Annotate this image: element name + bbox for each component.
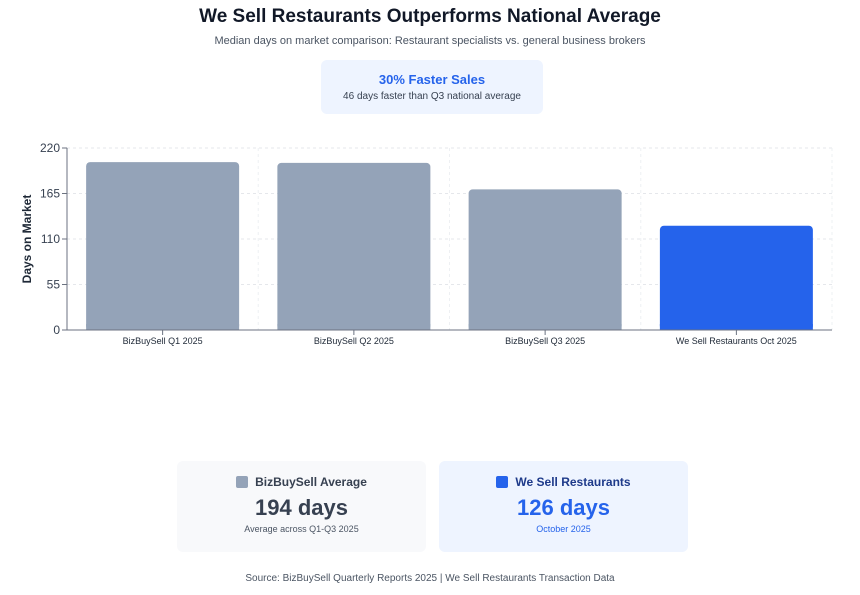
general-card-note: Average across Q1-Q3 2025	[244, 524, 359, 534]
y-axis-label: Days on Market	[20, 195, 34, 284]
general-card-label: BizBuySell Average	[255, 475, 367, 489]
bar-base	[86, 324, 240, 330]
y-tick-label: 220	[40, 141, 60, 155]
general-broker-card: BizBuySell Average 194 days Average acro…	[177, 461, 426, 552]
specialist-swatch-icon	[496, 476, 509, 488]
bar	[277, 162, 431, 330]
general-card-value: 194 days	[255, 495, 348, 520]
specialist-card-note: October 2025	[536, 524, 591, 534]
general-swatch-icon	[236, 476, 249, 488]
highlight-box: 30% Faster Sales 46 days faster than Q3 …	[321, 60, 543, 114]
bar-base	[277, 324, 431, 330]
page-title: We Sell Restaurants Outperforms National…	[199, 6, 661, 27]
x-tick-label: We Sell Restaurants Oct 2025	[676, 336, 797, 346]
y-tick-label: 0	[53, 323, 60, 337]
bar-base	[659, 324, 813, 330]
x-tick-label: BizBuySell Q2 2025	[314, 336, 394, 346]
bar-chart: 0 55 110 165 220 BizBuySell Q1 2025 BizBuySell…	[20, 141, 833, 346]
bar	[468, 189, 622, 330]
specialist-card-label: We Sell Restaurants	[515, 475, 631, 489]
y-tick-label: 110	[41, 232, 60, 246]
highlight-subtitle: 46 days faster than Q3 national average	[343, 91, 521, 102]
source-note: Source: BizBuySell Quarterly Reports 202…	[245, 573, 615, 584]
highlight-title: 30% Faster Sales	[378, 72, 486, 87]
x-tick-label: BizBuySell Q1 2025	[123, 336, 203, 346]
specialist-card-value: 126 days	[517, 495, 610, 520]
page-subtitle: Median days on market comparison: Restau…	[214, 35, 646, 47]
bar-base	[468, 324, 622, 330]
x-tick-label: BizBuySell Q3 2025	[505, 336, 585, 346]
y-tick-label: 55	[47, 278, 61, 292]
y-tick-label: 165	[40, 187, 60, 201]
specialist-card: We Sell Restaurants 126 days October 202…	[439, 461, 688, 552]
bar	[86, 162, 240, 330]
bar	[659, 225, 813, 330]
